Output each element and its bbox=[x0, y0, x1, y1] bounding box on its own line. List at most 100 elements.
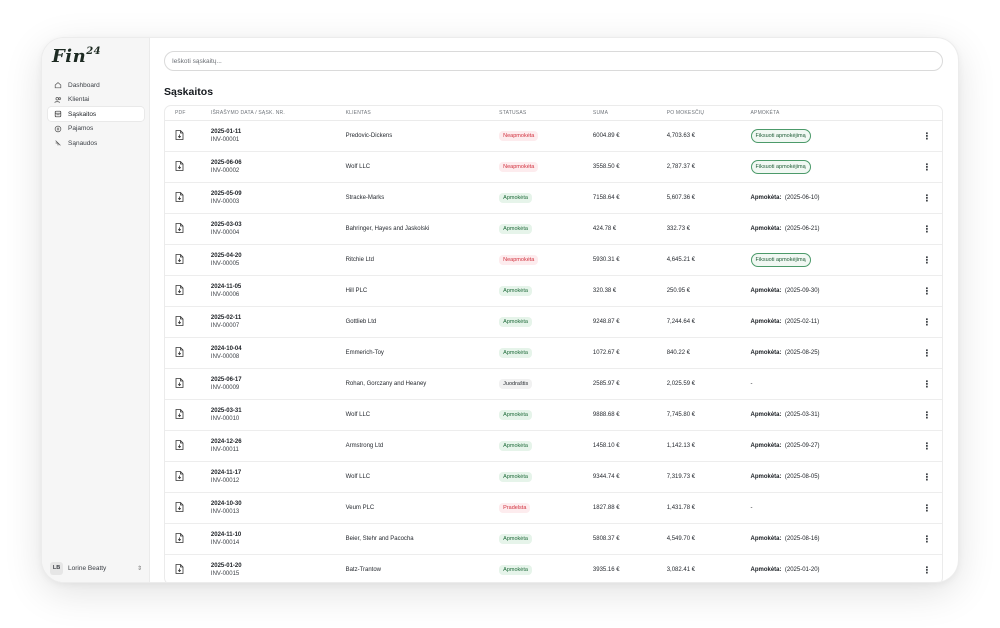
pdf-download-icon[interactable] bbox=[175, 347, 185, 357]
pdf-download-icon[interactable] bbox=[175, 564, 185, 574]
status-badge: Apmokėta bbox=[499, 286, 532, 296]
pdf-cell bbox=[165, 440, 211, 452]
sidebar-item-klientai[interactable]: Klientai bbox=[48, 93, 144, 107]
more-vertical-icon[interactable]: ⋮ bbox=[922, 130, 932, 141]
table-row[interactable]: 2024-10-30 INV-00013 Veum PLC Pradelsta … bbox=[165, 493, 942, 524]
pdf-download-icon[interactable] bbox=[175, 192, 185, 202]
pdf-download-icon[interactable] bbox=[175, 161, 185, 171]
table-row[interactable]: 2024-11-10 INV-00014 Beier, Stehr and Pa… bbox=[165, 524, 942, 555]
date-cell: 2025-03-03 INV-00004 bbox=[211, 222, 346, 236]
paid-info: Apmokėta: (2025-08-16) bbox=[751, 536, 820, 542]
search-input[interactable]: Ieškoti sąskaitų... bbox=[164, 51, 943, 71]
more-vertical-icon[interactable]: ⋮ bbox=[922, 192, 932, 203]
more-vertical-icon[interactable]: ⋮ bbox=[922, 440, 932, 451]
actions-cell: ⋮ bbox=[912, 533, 942, 544]
user-name: Lorine Beatty bbox=[68, 564, 107, 572]
status-badge: Apmokėta bbox=[499, 534, 532, 544]
table-row[interactable]: 2025-03-03 INV-00004 Bahringer, Hayes an… bbox=[165, 214, 942, 245]
more-vertical-icon[interactable]: ⋮ bbox=[922, 161, 932, 172]
status-badge: Apmokėta bbox=[499, 441, 532, 451]
paid-info: Apmokėta: (2025-03-31) bbox=[751, 412, 820, 418]
more-vertical-icon[interactable]: ⋮ bbox=[922, 223, 932, 234]
client-name: Wolf LLC bbox=[345, 164, 371, 170]
client-name: Gottlieb Ltd bbox=[345, 319, 377, 325]
invoice-date: 2025-02-11 bbox=[210, 315, 242, 322]
actions-cell: ⋮ bbox=[912, 440, 942, 451]
user-menu[interactable]: LB Lorine Beatty ⇕ bbox=[50, 560, 142, 576]
client-name: Beier, Stehr and Pacocha bbox=[345, 536, 414, 542]
table-row[interactable]: 2025-03-31 INV-00010 Wolf LLC Apmokėta 9… bbox=[165, 400, 942, 431]
table-row[interactable]: 2024-10-04 INV-00008 Emmerich-Toy Apmokė… bbox=[165, 338, 942, 369]
client-name: Bahringer, Hayes and Jaskolski bbox=[345, 226, 430, 232]
more-vertical-icon[interactable]: ⋮ bbox=[922, 471, 932, 482]
status-cell: Apmokėta bbox=[499, 565, 593, 575]
paid-label: Apmokėta: bbox=[750, 226, 782, 232]
sidebar-item-pajamos[interactable]: Pajamos bbox=[48, 122, 144, 136]
more-vertical-icon[interactable]: ⋮ bbox=[922, 316, 932, 327]
after-tax-value: 1,142.13 € bbox=[666, 443, 696, 449]
record-payment-button[interactable]: Fiksuoti apmokėjimą bbox=[750, 160, 811, 174]
invoice-number: INV-00011 bbox=[210, 446, 239, 453]
pdf-download-icon[interactable] bbox=[175, 440, 185, 450]
table-row[interactable]: 2024-12-26 INV-00011 Armstrong Ltd Apmok… bbox=[165, 431, 942, 462]
table-row[interactable]: 2025-02-11 INV-00007 Gottlieb Ltd Apmokė… bbox=[165, 307, 942, 338]
pdf-download-icon[interactable] bbox=[175, 471, 185, 481]
pdf-download-icon[interactable] bbox=[175, 533, 185, 543]
paid-label: Apmokėta: bbox=[750, 567, 782, 573]
chevron-updown-icon: ⇕ bbox=[136, 565, 142, 572]
table-row[interactable]: 2024-11-05 INV-00006 Hill PLC Apmokėta 3… bbox=[165, 276, 942, 307]
pdf-cell bbox=[165, 409, 211, 421]
actions-cell: ⋮ bbox=[912, 409, 942, 420]
sidebar-item-dashboard[interactable]: Dashboard bbox=[48, 78, 144, 92]
table-row[interactable]: 2025-04-20 INV-00005 Ritchie Ltd Neapmok… bbox=[165, 245, 942, 276]
table-row[interactable]: 2024-11-17 INV-00012 Wolf LLC Apmokėta 9… bbox=[165, 462, 942, 493]
more-vertical-icon[interactable]: ⋮ bbox=[922, 409, 932, 420]
pdf-download-icon[interactable] bbox=[175, 223, 185, 233]
paid-cell: Fiksuoti apmokėjimą bbox=[750, 129, 913, 143]
after-tax-value: 4,549.70 € bbox=[666, 536, 696, 542]
sidebar-item-label: Sąskaitos bbox=[68, 110, 97, 118]
table-row[interactable]: 2025-05-09 INV-00003 Stracke-Marks Apmok… bbox=[165, 183, 942, 214]
invoice-number: INV-00009 bbox=[210, 384, 240, 391]
table-row[interactable]: 2025-06-06 INV-00002 Wolf LLC Neapmokėta… bbox=[165, 152, 942, 183]
more-vertical-icon[interactable]: ⋮ bbox=[922, 254, 932, 265]
paid-label: Apmokėta: bbox=[750, 412, 782, 418]
table-row[interactable]: 2025-06-17 INV-00009 Rohan, Gorczany and… bbox=[165, 369, 942, 400]
status-cell: Apmokėta bbox=[499, 193, 593, 203]
paid-cell: - bbox=[751, 505, 913, 511]
more-vertical-icon[interactable]: ⋮ bbox=[922, 502, 932, 513]
date-cell: 2024-12-26 INV-00011 bbox=[211, 439, 346, 453]
pdf-download-icon[interactable] bbox=[175, 130, 185, 140]
more-vertical-icon[interactable]: ⋮ bbox=[922, 378, 932, 389]
paid-date: (2025-03-31) bbox=[784, 412, 820, 418]
pdf-cell bbox=[165, 161, 211, 173]
more-vertical-icon[interactable]: ⋮ bbox=[922, 285, 932, 296]
more-vertical-icon[interactable]: ⋮ bbox=[922, 564, 932, 575]
paid-cell: Apmokėta: (2025-08-05) bbox=[751, 474, 913, 480]
invoice-date: 2024-11-10 bbox=[210, 532, 242, 539]
pdf-download-icon[interactable] bbox=[175, 254, 185, 264]
pdf-cell bbox=[165, 378, 211, 390]
more-vertical-icon[interactable]: ⋮ bbox=[922, 347, 932, 358]
pdf-download-icon[interactable] bbox=[175, 285, 185, 295]
status-cell: Neapmokėta bbox=[499, 162, 593, 172]
after-tax-value: 2,025.59 € bbox=[666, 381, 696, 387]
table-row[interactable]: 2025-01-11 INV-00001 Predovic-Dickens Ne… bbox=[165, 121, 942, 152]
date-cell: 2025-01-11 INV-00001 bbox=[211, 129, 346, 143]
more-vertical-icon[interactable]: ⋮ bbox=[922, 533, 932, 544]
table-row[interactable]: 2025-01-20 INV-00015 Batz-Trantow Apmokė… bbox=[165, 555, 942, 582]
sidebar-item-sąskaitos[interactable]: Sąskaitos bbox=[48, 107, 144, 121]
record-payment-button[interactable]: Fiksuoti apmokėjimą bbox=[750, 129, 811, 143]
pdf-download-icon[interactable] bbox=[175, 409, 185, 419]
client-name: Hill PLC bbox=[345, 288, 368, 294]
client-name: Batz-Trantow bbox=[345, 567, 382, 573]
paid-date: (2025-08-05) bbox=[784, 474, 820, 480]
pdf-download-icon[interactable] bbox=[175, 378, 185, 388]
pdf-download-icon[interactable] bbox=[175, 316, 185, 326]
pdf-download-icon[interactable] bbox=[175, 502, 185, 512]
paid-date: (2025-09-30) bbox=[784, 288, 820, 294]
sidebar-item-sąnaudos[interactable]: Sąnaudos bbox=[48, 136, 144, 150]
record-payment-button[interactable]: Fiksuoti apmokėjimą bbox=[750, 253, 811, 267]
paid-info: Apmokėta: (2025-06-10) bbox=[751, 195, 820, 201]
paid-cell: Fiksuoti apmokėjimą bbox=[750, 253, 913, 267]
